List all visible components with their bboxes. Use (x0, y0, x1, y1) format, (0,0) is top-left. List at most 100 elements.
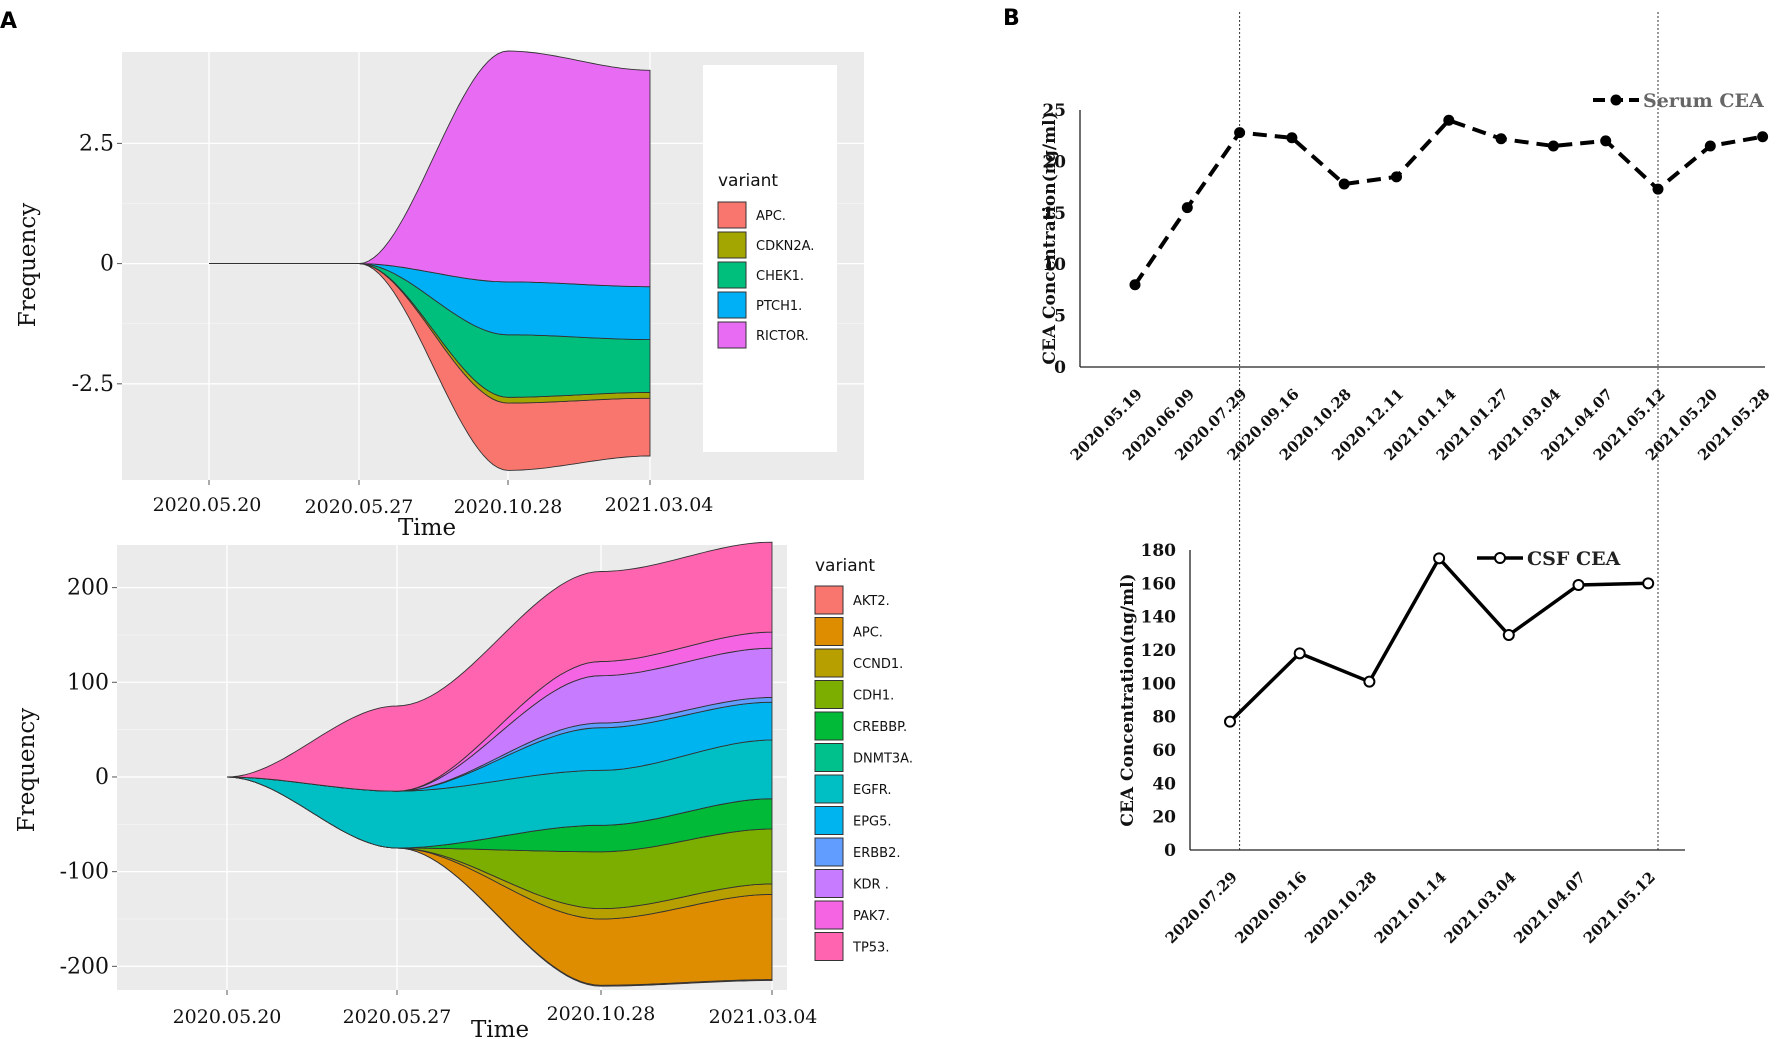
y-tick-label: 0 (1054, 358, 1066, 378)
legend-key-chek1 (717, 261, 747, 289)
x-tick-label: 2020.07.29 (1162, 868, 1241, 947)
x-tick-label: 2020.05.27 (305, 496, 414, 518)
y-tick-label: 10 (1042, 255, 1066, 275)
data-point (1652, 183, 1664, 195)
data-point (1129, 279, 1141, 291)
data-point (1502, 629, 1515, 641)
y-tick-label: 20 (1042, 152, 1066, 172)
data-point (1286, 132, 1298, 144)
legend-label: CHEK1. (756, 269, 804, 284)
legend-key-ccnd1 (814, 648, 844, 678)
y-tick-label: 2.5 (79, 131, 114, 156)
y-tick-label: 20 (1152, 808, 1176, 828)
legend-key-egfr (814, 774, 844, 804)
y-tick-label: 40 (1152, 774, 1176, 794)
stream-layer-tp53 (226, 541, 773, 792)
legend-key-kdr (814, 869, 844, 898)
y-tick-label: -100 (60, 860, 109, 885)
y-tick-label: 60 (1152, 741, 1176, 761)
data-point (1547, 140, 1559, 152)
legend-label: TP53. (852, 941, 889, 956)
x-tick-label: 2021.03.04 (1440, 868, 1519, 947)
data-point (1600, 135, 1612, 147)
panel-a-label: A (0, 9, 17, 34)
legend-title: variant (815, 556, 875, 576)
legend-key-akt2 (814, 585, 844, 615)
legend-label: APC. (853, 626, 883, 641)
data-point (1181, 202, 1193, 214)
x-axis-label: Time (471, 1017, 529, 1039)
y-tick-label: 25 (1042, 101, 1066, 121)
y-tick-label: 0 (100, 252, 114, 277)
legend-key-ptch1 (717, 291, 747, 319)
y-tick-label: 140 (1141, 608, 1177, 628)
legend-key-crebbp (814, 711, 844, 741)
data-point (1704, 140, 1716, 152)
y-tick-label: 15 (1042, 204, 1066, 224)
y-axis-label: CEA Concentration(ng/ml) (1040, 111, 1060, 364)
legend-label: EGFR. (853, 783, 891, 798)
y-tick-label: 100 (1141, 674, 1177, 694)
data-point (1433, 552, 1446, 565)
legend-title: variant (718, 171, 778, 191)
legend-label: DNMT3A. (853, 752, 913, 767)
y-tick-label: 160 (1141, 574, 1177, 594)
legend-label: PAK7. (853, 909, 890, 924)
y-tick-label: -200 (60, 954, 109, 979)
legend-key-dnmt3a (814, 743, 844, 772)
x-tick-label: 2020.10.28 (1301, 868, 1380, 947)
x-tick-label: 2021.04.07 (1510, 868, 1589, 947)
panel-b-label: B (1003, 6, 1020, 31)
legend-label: APC. (756, 209, 786, 224)
y-axis-label: CEA Concentration(ng/ml) (1118, 573, 1138, 826)
y-tick-label: 0 (95, 765, 109, 790)
x-tick-label: 2020.10.28 (454, 496, 563, 518)
x-axis-label: Time (398, 515, 456, 541)
legend-label: AKT2. (853, 594, 890, 609)
data-point (1338, 178, 1350, 190)
data-point (1443, 114, 1455, 126)
legend-label: Serum CEA (1643, 90, 1764, 112)
panel-a-top-streamgraph: 2.5 0 -2.5 2020.05.20 2020.05.27 2020.10.28 20… (15, 50, 864, 541)
data-point (1293, 647, 1306, 660)
legend-key-rictor (717, 321, 747, 349)
legend-label: CCND1. (853, 657, 903, 672)
y-tick-label: 120 (1141, 641, 1177, 661)
data-point (1757, 131, 1769, 143)
y-tick-label: 100 (67, 670, 109, 695)
x-tick-label: 2021.05.12 (1580, 868, 1659, 947)
x-tick-label: 2020.10.28 (547, 1003, 656, 1025)
data-point (1363, 675, 1376, 688)
x-tick-label: 2020.05.27 (343, 1006, 452, 1028)
legend-label: KDR . (853, 878, 889, 893)
series-line-csf-cea (1228, 555, 1649, 723)
legend-key-apc (814, 617, 844, 646)
y-tick-label: 5 (1054, 307, 1066, 327)
stream-layer-rictor (209, 50, 651, 288)
x-tick-label: 2020.05.20 (173, 1006, 282, 1028)
legend-label: CDKN2A. (756, 239, 814, 254)
data-point (1224, 715, 1236, 728)
panel-a-bottom-streamgraph: 200 100 0 -100 -200 2020.05.20 2020.05.27 2020.… (14, 541, 913, 1039)
panel-b-csf-cea-chart: 0 20 40 60 80 100 120 140 160 180 2020.07.292020.0… (1118, 541, 1685, 947)
x-tick-label: 2020.05.20 (153, 494, 262, 516)
y-axis-label: Frequency (14, 708, 40, 832)
legend-key-epg5 (814, 806, 844, 835)
data-point (1495, 133, 1507, 145)
data-point (1234, 127, 1246, 139)
x-tick-label: 2021.03.04 (709, 1006, 818, 1028)
legend-key-pak7 (814, 900, 844, 930)
y-tick-label: 80 (1152, 708, 1176, 728)
legend-key-cdh1 (814, 680, 844, 709)
panel-b-serum-cea-chart: 05101520252020.05.192020.06.092020.07.29… (1040, 90, 1773, 464)
legend-label: RICTOR. (756, 329, 809, 344)
legend-marker (1494, 552, 1506, 564)
legend-key-tp53 (814, 932, 844, 961)
legend-key-erbb2 (814, 837, 844, 867)
data-point (1642, 577, 1655, 590)
legend-marker (1610, 94, 1622, 106)
legend-label: PTCH1. (756, 299, 802, 314)
y-tick-label: 0 (1164, 841, 1176, 861)
legend-label: CREBBP. (853, 720, 907, 735)
x-tick-label: 2021.01.14 (1371, 868, 1450, 947)
